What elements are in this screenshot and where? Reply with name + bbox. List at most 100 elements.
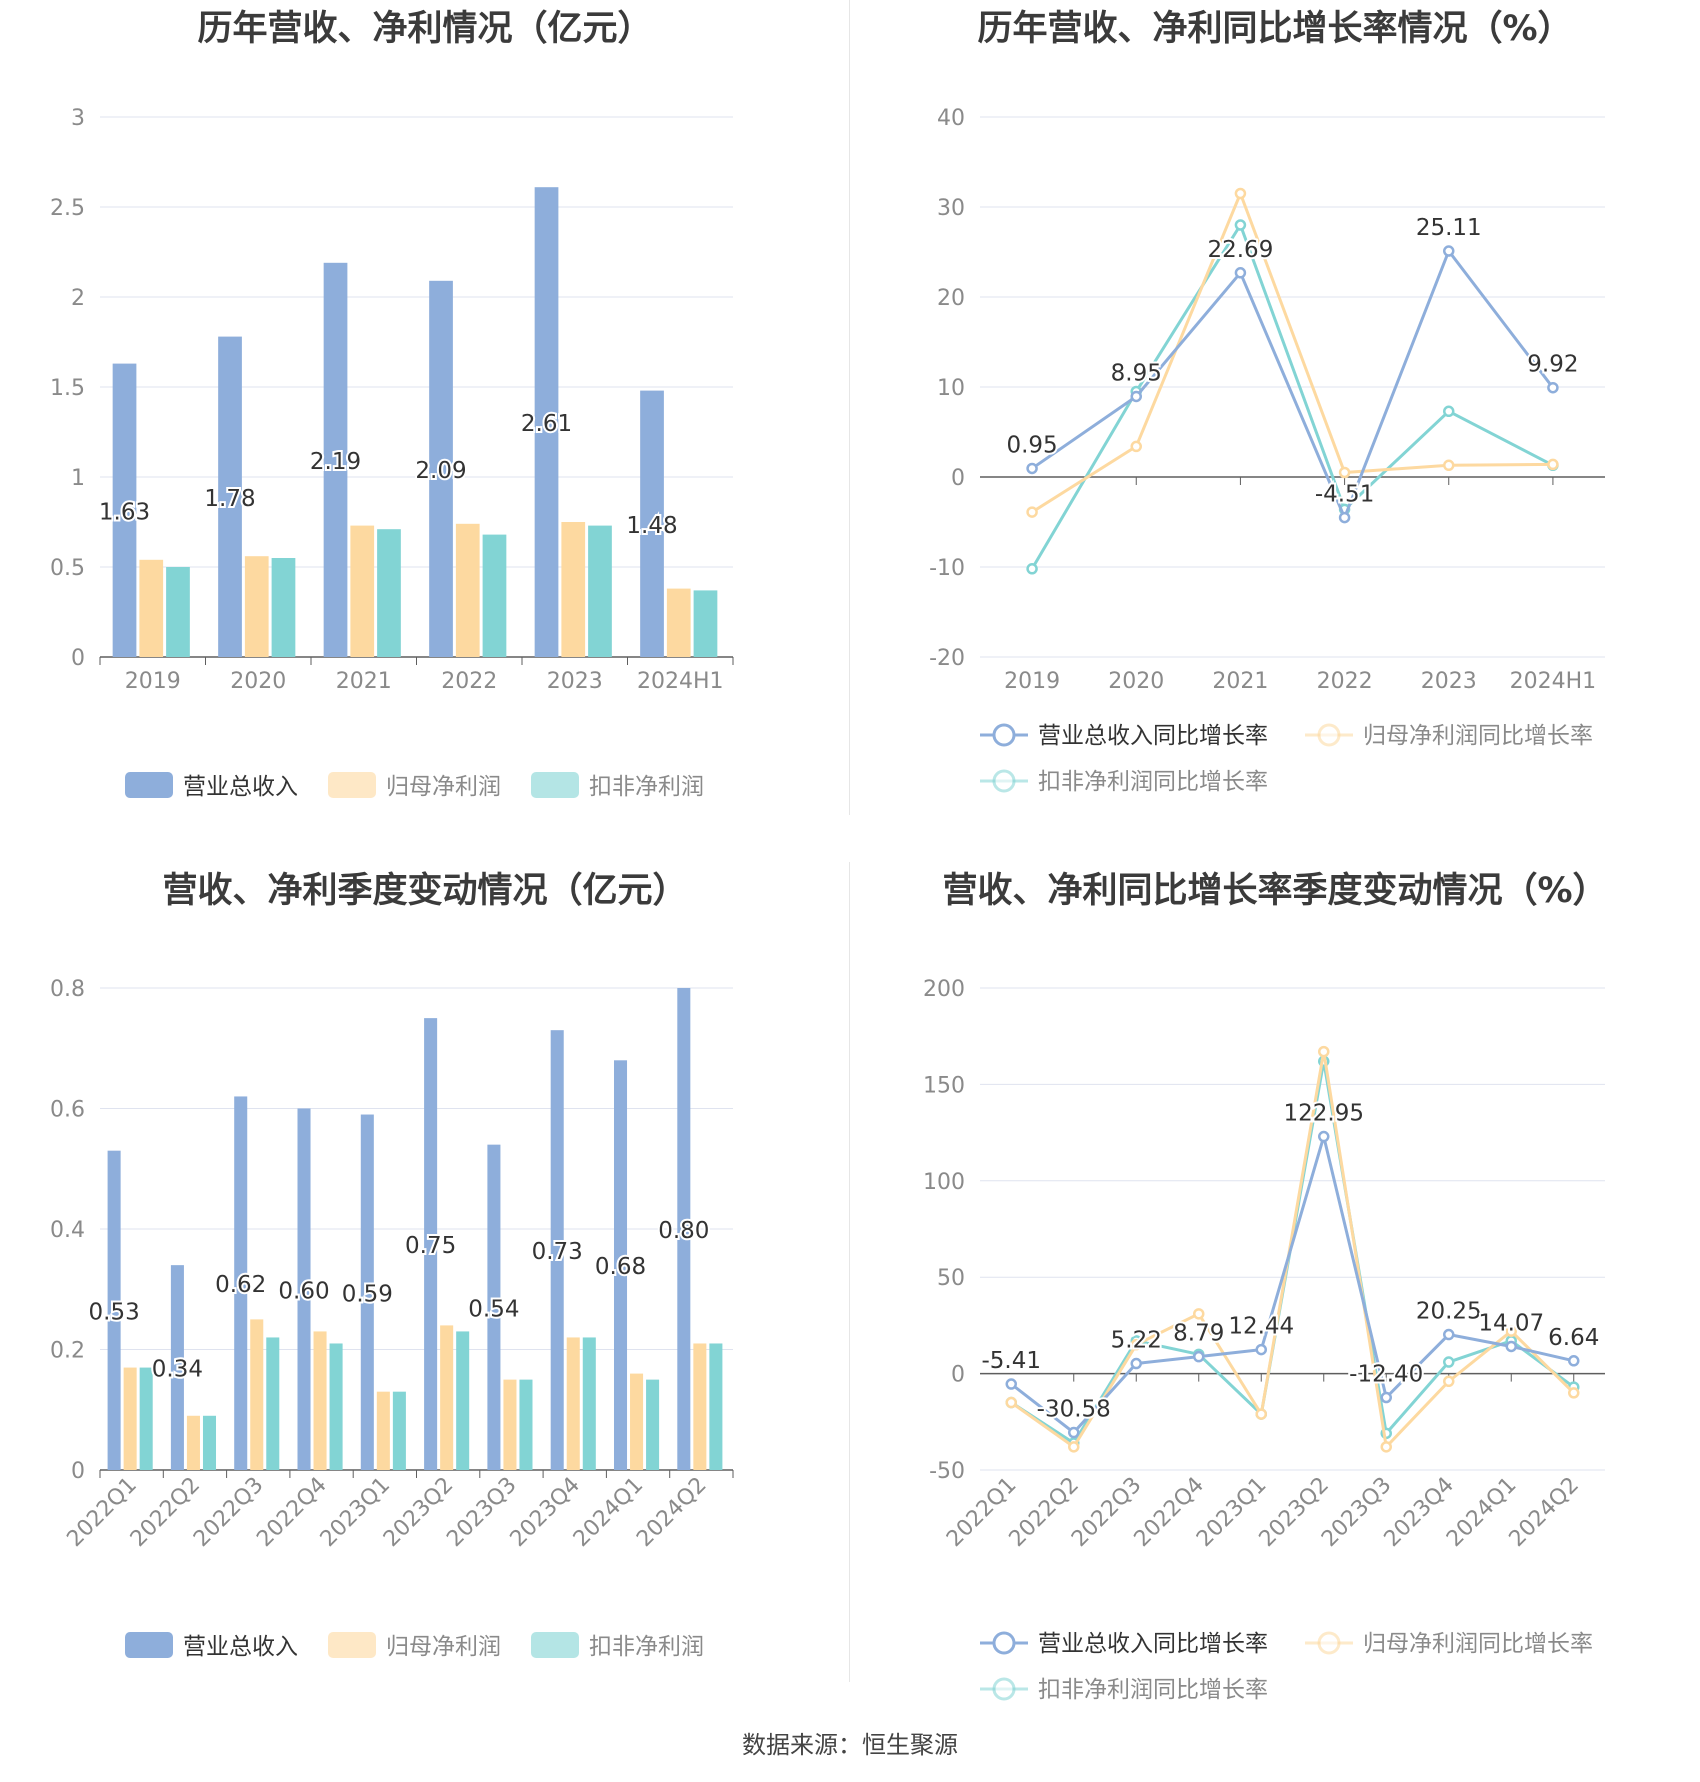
bar [693,1343,707,1470]
bar [561,522,586,657]
bar [503,1379,517,1470]
y-tick-label: 0 [951,466,965,491]
legend-label: 归母净利润 [386,1634,501,1660]
data-point [1234,267,1247,279]
data-point [1318,1130,1330,1143]
data-label: 2.09 [415,458,466,484]
data-point [1255,1408,1267,1420]
bar [392,1391,406,1470]
data-point [1234,219,1247,231]
x-tick-label: 2024H1 [637,669,724,694]
y-tick-label: 2.5 [50,196,85,221]
bar [550,1030,564,1470]
chart-title: 历年营收、净利情况（亿元） [197,9,653,49]
bar [139,1367,153,1470]
annual-bar-panel: 历年营收、净利情况（亿元） 0 0.5 1 1.5 2 2.5 3 2019 2020 2021 2… [0,0,850,870]
bar [202,1415,217,1470]
data-label: -30.58 [1037,1397,1111,1423]
legend-marker [1317,1631,1341,1655]
legend-label: 归母净利润同比增长率 [1363,723,1593,749]
data-point [1026,563,1038,575]
bar [350,525,375,657]
x-tick-label: 2020 [230,669,286,694]
y-tick-label: 0.8 [50,977,85,1002]
y-tick-label: 100 [923,1170,965,1195]
quarterly-growth-chart: -500501001502002022Q12022Q22022Q32022Q42… [923,977,1605,1702]
bar [519,1379,533,1470]
bar [266,1337,280,1470]
data-point [1193,1308,1205,1320]
data-point [1443,1375,1455,1388]
data-label: 8.79 [1173,1321,1224,1347]
data-point [1026,462,1038,475]
bar [234,1096,248,1470]
bar [360,1114,374,1470]
legend-marker [992,723,1016,747]
vertical-divider [849,862,850,1682]
quarterly-growth-panel: 营收、净利同比增长率季度变动情况（%） -50 0 50 100 150 200 2022Q… [850,862,1700,1732]
data-label: 0.95 [1006,432,1057,458]
legend-label: 扣非净利润 [589,774,704,800]
data-label: 5.22 [1111,1328,1162,1354]
x-tick-label: 2024Q2 [632,1473,711,1552]
chart-title: 营收、净利季度变动情况（亿元） [162,871,688,911]
y-tick-label: 50 [937,1266,965,1291]
series-line [1031,247,1555,522]
data-point [1130,390,1142,403]
data-label: 0.60 [278,1278,329,1304]
data-label: 25.11 [1416,215,1482,241]
y-tick-label: 30 [937,196,965,221]
y-tick-label: 200 [923,977,965,1002]
data-label: 9.92 [1527,352,1578,378]
quarterly-bar-chart: 00.20.40.60.82022Q12022Q22022Q32022Q4202… [50,977,734,1660]
bar [456,1331,470,1470]
y-tick-label: 0.5 [50,556,85,581]
bar [186,1415,200,1470]
annual-growth-chart: -20 -10 0 10 20 30 40 2019 2020 2021 2022 2023 2024H… [929,106,1605,795]
data-label: 0.68 [595,1254,646,1280]
bar [123,1367,137,1470]
bar [250,1319,264,1470]
data-label: 0.54 [468,1296,519,1322]
data-point [1443,245,1455,257]
data-point [1443,1356,1455,1368]
legend-swatch [125,772,173,798]
y-tick-label: 1 [71,466,85,491]
data-label: -5.41 [981,1348,1041,1374]
data-label: 1.63 [99,499,150,525]
bar [323,262,348,657]
legend-swatch [328,772,376,798]
legend-label: 营业总收入 [183,774,298,800]
data-label: 2.19 [310,449,361,475]
legend-label: 归母净利润同比增长率 [1363,1631,1593,1657]
x-tick-label: 2022Q2 [126,1473,205,1552]
quarterly-bar-panel: 营收、净利季度变动情况（亿元） 0 0.2 0.4 0.6 0.8 2022Q1 2022Q… [0,862,850,1732]
x-tick-label: 2024Q1 [569,1473,648,1552]
x-tick-label: 2022 [441,669,497,694]
series-line [1030,221,1554,570]
legend-swatch [531,772,579,798]
bar [112,363,137,657]
x-tick-label: 2023 [547,669,603,694]
chart-title: 历年营收、净利同比增长率情况（%） [977,9,1573,49]
data-label: 2.61 [521,411,572,437]
legend-label: 扣非净利润 [589,1634,704,1660]
data-point [1068,1426,1080,1439]
series-line [1010,1130,1575,1435]
legend-label: 扣非净利润同比增长率 [1038,769,1268,795]
data-point [1193,1350,1205,1363]
y-tick-label: 10 [937,376,965,401]
x-tick-label: 2023Q2 [379,1473,458,1552]
y-tick-label: 0 [71,646,85,671]
data-point [1130,440,1142,453]
data-point [1338,466,1351,479]
annual-bar-chart: 0 0.5 1 1.5 2 2.5 3 2019 2020 2021 2022 2023 2024H1 1… [50,106,734,800]
bar [646,1379,660,1470]
data-point [1505,1325,1517,1337]
data-label: 6.64 [1548,1325,1599,1351]
bar [487,1144,501,1470]
data-point [1380,1441,1392,1453]
x-tick-label: 2022Q3 [189,1473,268,1552]
x-tick-label: 2022Q1 [62,1473,141,1552]
data-label: -4.51 [1315,482,1375,508]
